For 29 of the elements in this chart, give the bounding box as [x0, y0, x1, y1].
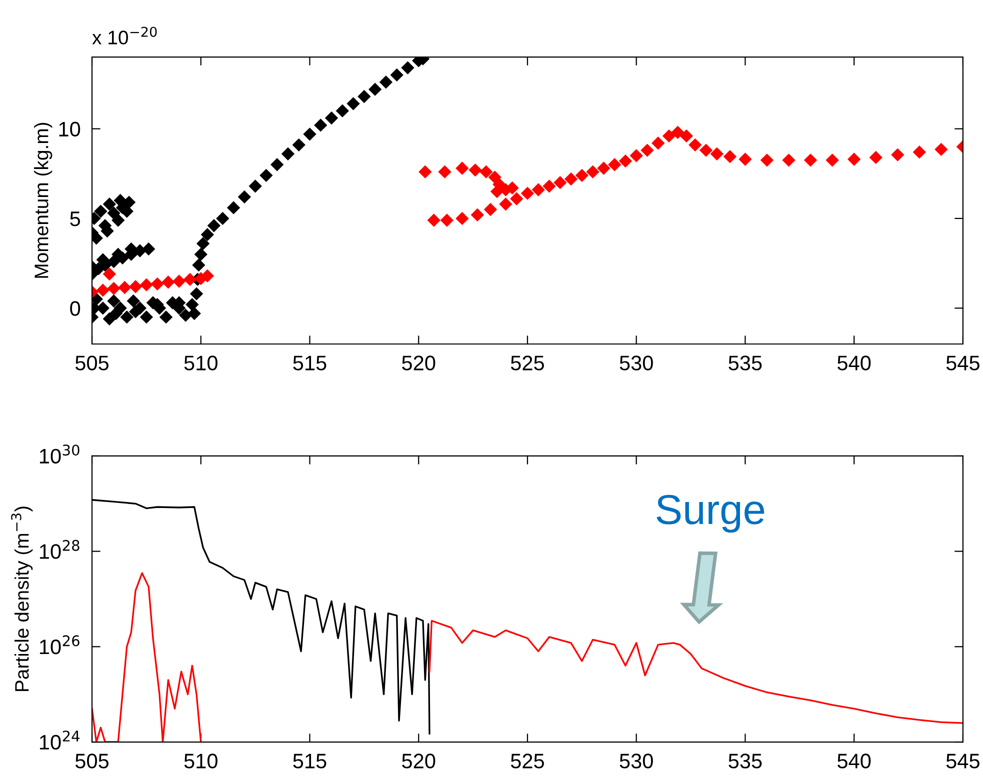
- y-tick-label: 10$^{26}$: [40, 635, 80, 654]
- x-tick-label: 515: [293, 356, 326, 370]
- y-axis-title: Particle density (m$^{−3}$): [11, 506, 33, 692]
- x-tick-label: 525: [510, 356, 544, 370]
- y-tick-label: 10$^{28}$: [40, 540, 80, 559]
- annotation: Surge: [656, 494, 764, 533]
- x-tick-label: 520: [402, 356, 436, 370]
- x-tick-label: 535: [728, 356, 762, 370]
- text: x 10$^{−20}$: [92, 26, 157, 44]
- x-tick-label: 525: [510, 754, 544, 768]
- y-tick-label: 0: [70, 301, 80, 316]
- y-tick-label: 10$^{24}$: [40, 730, 80, 750]
- x-tick-label: 515: [293, 754, 326, 768]
- x-tick-label: 540: [838, 356, 871, 370]
- x-tick-label: 535: [728, 754, 762, 768]
- x-tick-label: 530: [620, 356, 653, 370]
- x-tick-label: 505: [75, 754, 109, 768]
- x-tick-label: 545: [946, 356, 980, 370]
- x-tick-label: 530: [620, 754, 653, 768]
- x-tick-label: 510: [184, 356, 218, 370]
- y-axis-title: Momentum (kg.m): [34, 122, 52, 278]
- x-tick-label: 505: [75, 356, 109, 370]
- x-tick-label: 510: [184, 754, 218, 768]
- x-tick-label: 545: [946, 754, 980, 768]
- y-tick-label: 10: [59, 122, 80, 137]
- y-tick-label: 5: [70, 212, 80, 226]
- x-tick-label: 540: [838, 754, 871, 768]
- y-tick-label: 10$^{30}$: [40, 444, 80, 464]
- x-tick-label: 520: [402, 754, 436, 768]
